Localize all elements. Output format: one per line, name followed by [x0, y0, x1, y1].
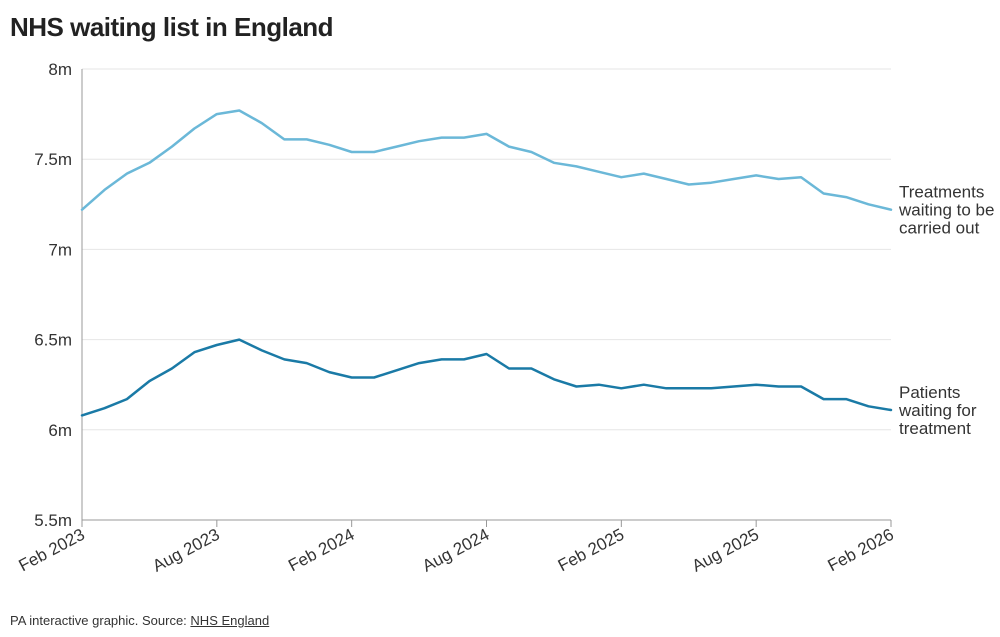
y-tick-label: 6.5m — [34, 331, 72, 350]
x-tick-label: Feb 2025 — [555, 525, 627, 576]
source-footer: PA interactive graphic. Source: NHS Engl… — [10, 613, 269, 628]
series-label-line: carried out — [899, 219, 980, 238]
source-link[interactable]: NHS England — [190, 613, 270, 628]
y-tick-label: 5.5m — [34, 511, 72, 530]
patients-line — [80, 338, 893, 417]
x-tick-label: Aug 2023 — [150, 525, 223, 576]
treatments-line — [80, 109, 893, 211]
series-labels: Treatments waiting to be carried out Patien… — [898, 183, 994, 438]
x-tick-label: Aug 2024 — [419, 525, 492, 576]
y-tick-label: 7.5m — [34, 150, 72, 169]
series-label-line: Treatments — [899, 183, 984, 202]
footer-text: PA interactive graphic. Source: — [10, 613, 191, 628]
gridlines — [82, 68, 891, 431]
x-tick-label: Aug 2025 — [689, 525, 762, 576]
series-lines — [80, 109, 893, 417]
x-tick-label: Feb 2026 — [825, 525, 897, 576]
x-tick-label: Feb 2024 — [285, 525, 357, 576]
series-label: Treatments waiting to be carried out — [898, 183, 994, 238]
y-tick-label: 6m — [48, 421, 72, 440]
y-tick-label: 8m — [48, 60, 72, 79]
series-label: Patients waiting for treatment — [898, 383, 977, 438]
chart-title: NHS waiting list in England — [10, 12, 334, 42]
y-tick-label: 7m — [48, 240, 72, 259]
series-label-line: treatment — [899, 419, 971, 438]
series-label-line: waiting for — [898, 401, 977, 420]
x-tick-label: Feb 2023 — [16, 525, 88, 576]
series-label-line: Patients — [899, 383, 960, 402]
series-label-line: waiting to be — [898, 201, 994, 220]
